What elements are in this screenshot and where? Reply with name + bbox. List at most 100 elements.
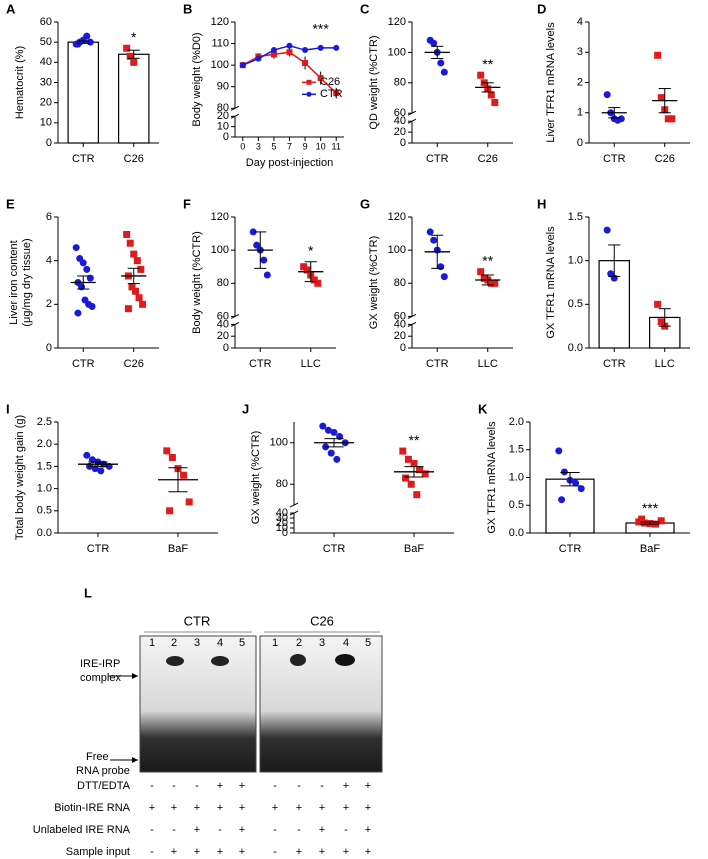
significance: ** xyxy=(482,252,493,268)
row-cell: + xyxy=(319,846,325,858)
point xyxy=(399,447,407,455)
point xyxy=(185,498,193,506)
x-tick-label: 5 xyxy=(271,141,276,151)
y-axis-label: Liver TFR1 mRNA levels xyxy=(545,22,557,143)
point xyxy=(83,32,91,40)
x-tick-label: C26 xyxy=(124,153,144,165)
point xyxy=(491,99,499,107)
y-tick-label: 1.0 xyxy=(568,255,583,267)
point xyxy=(97,467,105,475)
gel-image xyxy=(259,635,383,773)
x-tick-label: BaF xyxy=(168,543,188,555)
row-cell: + xyxy=(239,846,245,858)
y-axis-label: Total body weight gain (g) xyxy=(14,415,26,540)
row-cell: + xyxy=(365,824,371,836)
y-tick-label: 120 xyxy=(211,16,229,28)
y-tick-label: 0 xyxy=(400,342,406,354)
bar xyxy=(67,41,99,144)
y-tick-label: 110 xyxy=(211,37,229,49)
band-label: Free xyxy=(86,751,109,763)
significance: * xyxy=(131,29,137,45)
y-tick-label: 1.5 xyxy=(509,444,524,456)
panel-letter: G xyxy=(360,196,370,211)
y-tick-label: 2 xyxy=(577,76,583,88)
y-tick-label: 2.0 xyxy=(37,438,52,450)
y-tick-label: 40 xyxy=(40,56,52,68)
point xyxy=(317,75,324,82)
point xyxy=(270,51,277,58)
point xyxy=(416,466,424,474)
y-tick-label: 20 xyxy=(394,126,406,138)
point xyxy=(263,271,271,279)
y-tick-label: 10 xyxy=(40,117,52,129)
point xyxy=(260,256,268,264)
point xyxy=(640,519,648,527)
point xyxy=(657,318,665,326)
y-axis-label: Body weight (%CTR) xyxy=(191,231,203,334)
point xyxy=(302,59,309,66)
point xyxy=(74,309,82,317)
row-cell: + xyxy=(296,846,302,858)
row-cell: - xyxy=(273,824,277,836)
point xyxy=(430,236,438,244)
point xyxy=(327,449,335,457)
point xyxy=(477,71,485,79)
significance: * xyxy=(308,242,314,258)
y-tick-label: 0.0 xyxy=(37,527,52,539)
band-label: complex xyxy=(80,672,121,684)
point xyxy=(487,91,495,99)
point xyxy=(126,239,134,247)
point xyxy=(83,451,91,459)
y-tick-label: 2 xyxy=(46,298,52,310)
x-tick-label: 3 xyxy=(256,141,261,151)
lane-number: 1 xyxy=(149,637,155,649)
row-cell: - xyxy=(172,780,176,792)
point xyxy=(270,47,277,54)
point xyxy=(487,279,495,287)
y-tick-label: 50 xyxy=(40,36,52,48)
row-cell: + xyxy=(171,802,177,814)
x-tick-label: 11 xyxy=(332,141,341,151)
point xyxy=(480,274,488,282)
row-cell: + xyxy=(194,824,200,836)
point xyxy=(130,58,138,66)
lane-number: 3 xyxy=(194,637,200,649)
point xyxy=(310,276,318,284)
panel-letter: L xyxy=(84,585,92,600)
panel-letter: B xyxy=(183,1,192,16)
row-cell: - xyxy=(297,824,301,836)
row-cell: - xyxy=(150,824,154,836)
lane-number: 4 xyxy=(217,637,223,649)
point xyxy=(603,91,611,99)
y-axis-label: (μg/mg dry tissue) xyxy=(21,238,33,326)
point xyxy=(421,470,429,478)
y-tick-label: 80 xyxy=(394,277,406,289)
y-tick-label: 4 xyxy=(46,255,52,267)
y-axis-label: Body weight (%D0) xyxy=(191,32,203,126)
x-tick-label: C26 xyxy=(124,358,144,370)
row-cell: - xyxy=(150,780,154,792)
y-tick-label: 80 xyxy=(217,277,229,289)
significance: ** xyxy=(409,432,420,448)
point xyxy=(286,49,293,56)
panel-letter: H xyxy=(537,196,546,211)
y-tick-label: 80 xyxy=(276,478,288,490)
y-tick-label: 10 xyxy=(217,121,229,133)
y-tick-label: 120 xyxy=(388,16,406,28)
y-tick-label: 1.5 xyxy=(568,211,583,223)
y-tick-label: 30 xyxy=(40,76,52,88)
point xyxy=(664,115,672,123)
y-tick-label: 30 xyxy=(276,512,288,524)
y-tick-label: 40 xyxy=(217,318,229,330)
y-tick-label: 90 xyxy=(217,81,229,93)
point xyxy=(123,44,131,52)
x-tick-label: CTR xyxy=(72,153,95,165)
row-cell: - xyxy=(172,824,176,836)
legend-marker xyxy=(306,79,312,85)
row-cell: - xyxy=(320,780,324,792)
x-tick-label: CTR xyxy=(249,358,272,370)
point xyxy=(303,266,311,274)
row-cell: + xyxy=(171,846,177,858)
point xyxy=(437,59,445,67)
x-tick-label: CTR xyxy=(87,543,110,555)
